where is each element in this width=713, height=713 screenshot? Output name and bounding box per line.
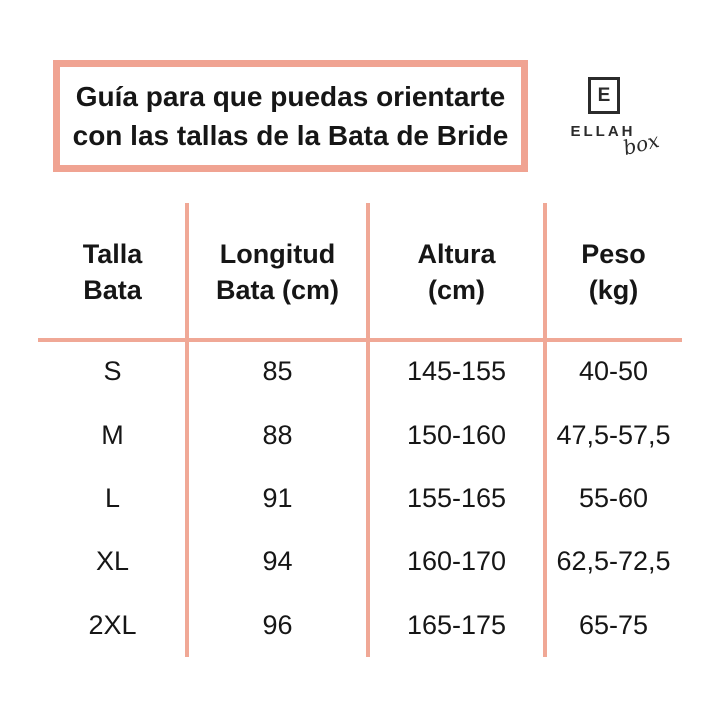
logo-initial: E (597, 84, 611, 106)
table-cell-length: 94 (262, 546, 293, 577)
size-table-grid: Talla Bata Longitud Bata (cm) Altura (cm… (38, 203, 682, 657)
column-divider-1 (185, 203, 189, 657)
column-header-talla: Talla Bata (38, 203, 187, 340)
logo-name: ELLAH (570, 123, 636, 140)
table-cell-weight: 40-50 (578, 356, 649, 387)
column-header-line: (cm) (427, 274, 485, 305)
column-header-peso: Peso (kg) (545, 203, 682, 340)
table-cell-height: 160-170 (406, 546, 507, 577)
table-cell-weight: 55-60 (578, 482, 649, 513)
title-box: Guía para que puedas orientarte con las … (53, 60, 528, 172)
logo-monogram-icon: E (588, 77, 620, 114)
column-header-line: Longitud (219, 238, 336, 269)
column-header-line: Bata (cm) (215, 274, 340, 305)
table-cell-height: 155-165 (406, 482, 507, 513)
table-cell-size: S (103, 356, 122, 387)
table-cell-weight: 65-75 (578, 609, 649, 640)
size-table: Talla Bata Longitud Bata (cm) Altura (cm… (38, 203, 682, 657)
table-cell-size: L (104, 482, 121, 513)
table-cell-length: 96 (262, 609, 293, 640)
table-cell-size: M (101, 419, 124, 450)
column-header-line: (kg) (588, 274, 639, 305)
column-divider-2 (366, 203, 370, 657)
column-header-longitud: Longitud Bata (cm) (187, 203, 368, 340)
header-divider (38, 338, 682, 342)
table-cell-height: 165-175 (406, 609, 507, 640)
column-header-line: Talla (82, 238, 143, 269)
table-cell-size: 2XL (88, 609, 137, 640)
column-header-line: Peso (581, 238, 646, 269)
table-cell-length: 88 (262, 419, 293, 450)
page-title-line-1: Guía para que puedas orientarte (75, 81, 506, 112)
table-cell-weight: 47,5-57,5 (556, 419, 671, 450)
table-cell-size: XL (95, 546, 130, 577)
table-cell-weight: 62,5-72,5 (556, 546, 671, 577)
page-title-line-2: con las tallas de la Bata de Bride (72, 120, 509, 151)
table-cell-length: 91 (262, 482, 293, 513)
column-header-line: Bata (83, 274, 142, 305)
column-divider-3 (543, 203, 547, 657)
table-cell-height: 150-160 (406, 419, 507, 450)
column-header-line: Altura (417, 238, 496, 269)
column-header-altura: Altura (cm) (368, 203, 545, 340)
table-cell-length: 85 (262, 356, 293, 387)
table-cell-height: 145-155 (406, 356, 507, 387)
brand-logo: E ELLAH box (568, 77, 661, 162)
